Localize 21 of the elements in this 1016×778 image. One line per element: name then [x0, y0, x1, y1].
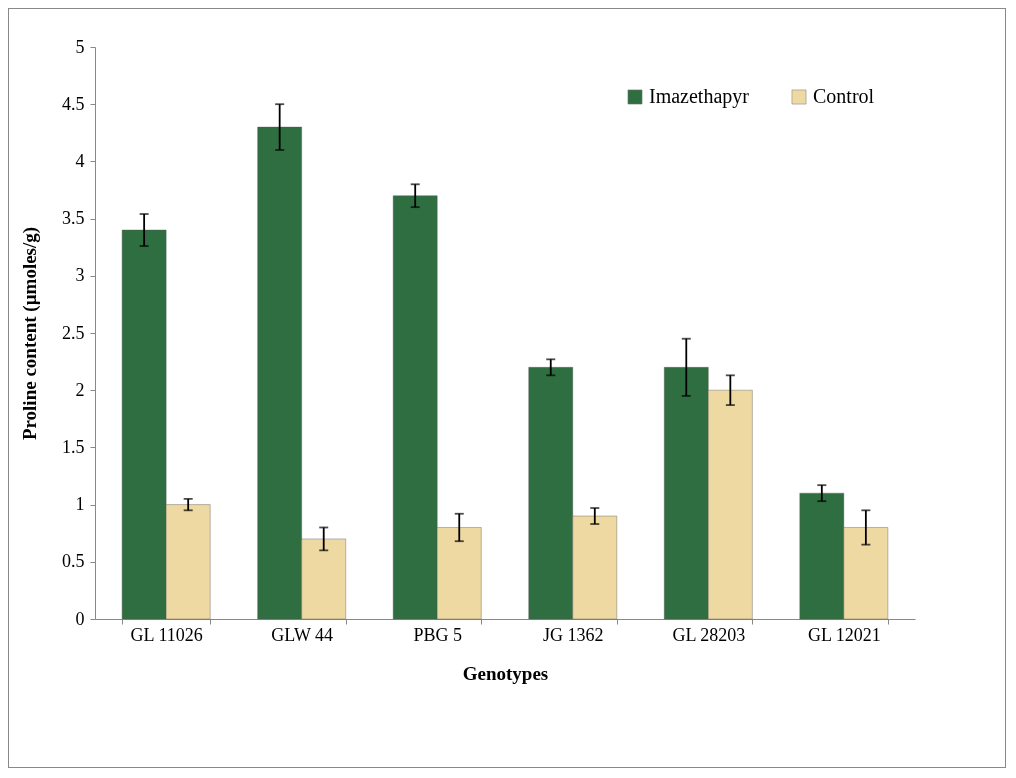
- y-tick-label: 2: [75, 379, 85, 400]
- y-tick-label: 0.5: [62, 551, 85, 572]
- y-tick-label: 4: [75, 150, 85, 171]
- x-tick-label: GL 11026: [130, 624, 203, 645]
- x-tick-label: GL 12021: [807, 624, 881, 645]
- y-tick-label: 3.5: [62, 208, 85, 229]
- y-tick-label: 2.5: [62, 322, 85, 343]
- x-tick-label: PBG 5: [413, 624, 462, 645]
- x-axis-title: Genotypes: [462, 662, 549, 684]
- y-tick-label: 5: [75, 36, 85, 57]
- legend-label: Control: [813, 85, 875, 107]
- x-tick-label: JG 1362: [543, 624, 604, 645]
- x-tick-label: GLW 44: [271, 624, 334, 645]
- y-tick-label: 1.5: [62, 436, 85, 457]
- x-tick-label: GL 28203: [672, 624, 746, 645]
- y-tick-label: 0: [75, 608, 85, 629]
- y-tick-label: 1: [75, 494, 85, 515]
- y-tick-label: 4.5: [62, 93, 85, 114]
- y-axis-title: Proline content (µmoles/g): [19, 226, 41, 441]
- y-tick-label: 3: [75, 265, 85, 286]
- legend-label: Imazethapyr: [649, 85, 750, 108]
